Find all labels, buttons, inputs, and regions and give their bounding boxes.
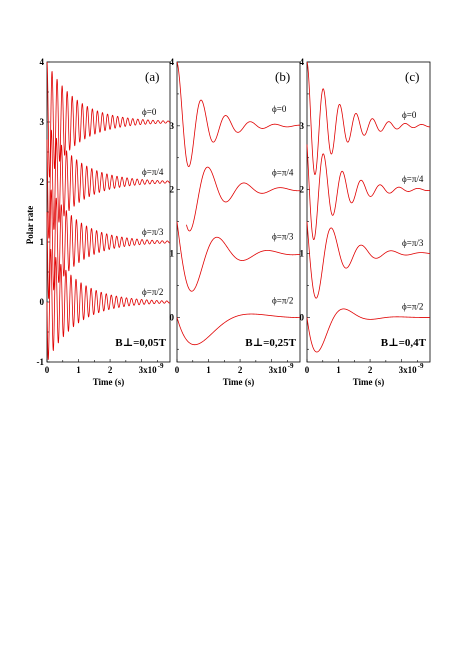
x-tick-label: 2 — [238, 365, 243, 375]
panel-tag: (c) — [405, 69, 419, 84]
y-tick-label: 1 — [300, 248, 305, 258]
x-tick-label: 0 — [305, 365, 310, 375]
panel-frame — [176, 61, 301, 363]
panel-frame — [306, 61, 431, 363]
y-tick-label: 2 — [170, 185, 175, 195]
y-tick-label: 0 — [300, 312, 305, 322]
series-line-2 — [306, 144, 431, 241]
x-tick-label: 3x10 — [399, 365, 418, 375]
series-line-3 — [176, 221, 301, 292]
curve-label: ϕ=0 — [142, 107, 157, 117]
x-tick-label: 2 — [108, 365, 113, 375]
curve-label: ϕ=π/3 — [272, 231, 294, 241]
series-line-3 — [306, 221, 431, 299]
y-tick-label: 2 — [300, 185, 305, 195]
series-line-1 — [46, 61, 171, 178]
y-tick-label: 4 — [300, 57, 305, 67]
panel-tag: (a) — [145, 69, 159, 84]
curve-label: ϕ=π/4 — [272, 168, 294, 178]
curve-label: ϕ=π/2 — [272, 295, 293, 305]
series-line-2 — [186, 166, 301, 232]
y-tick-label: 3 — [300, 121, 305, 131]
x-axis-label: Time (s) — [353, 377, 385, 387]
y-tick-label: 0 — [40, 297, 45, 307]
field-label: B⊥=0,25T — [245, 337, 296, 349]
curve-label: ϕ=π/2 — [142, 287, 163, 297]
panel-c: 0 1 2 3 4 0 1 2 3x10 -9 Time (s) (c) B⊥=0,4T ϕ=0 ϕ=π/4… — [300, 57, 431, 387]
x-tick-label: 3x10 — [139, 365, 158, 375]
series-line-4 — [46, 248, 171, 360]
x-exponent: -9 — [288, 362, 294, 370]
y-tick-label: 0 — [170, 312, 175, 322]
series-line-4 — [306, 308, 431, 353]
x-tick-label: 0 — [175, 365, 180, 375]
x-tick-label: 1 — [336, 365, 341, 375]
y-tick-label: 2 — [40, 177, 45, 187]
x-tick-label: 1 — [206, 365, 211, 375]
series-line-1 — [176, 61, 301, 167]
curve-label: ϕ=π/4 — [142, 167, 164, 177]
series-line-3 — [46, 189, 171, 299]
curve-label: ϕ=π/2 — [402, 302, 423, 312]
curve-label: ϕ=0 — [272, 104, 287, 114]
series-line-4 — [176, 313, 301, 346]
x-tick-label: 0 — [45, 365, 50, 375]
x-axis-label: Time (s) — [223, 377, 255, 387]
x-tick-label: 3x10 — [269, 365, 288, 375]
curve-label: ϕ=π/3 — [402, 238, 424, 248]
x-tick-label: 2 — [368, 365, 373, 375]
series-line-2 — [46, 129, 171, 239]
series-line-1 — [306, 61, 431, 175]
curve-label: ϕ=π/3 — [142, 227, 164, 237]
y-tick-label: 4 — [40, 57, 45, 67]
y-axis-label: Polar rate — [25, 206, 35, 245]
panel-b: 0 1 2 3 4 0 1 2 3x10 -9 Time (s) (b) B⊥=0,25T ϕ=0 ϕ=π/… — [170, 57, 301, 387]
y-tick-label: 4 — [170, 57, 175, 67]
curve-label: ϕ=0 — [402, 110, 417, 120]
y-tick-label: 3 — [40, 117, 45, 127]
y-tick-label: 3 — [170, 121, 175, 131]
field-label: B⊥=0,4T — [381, 337, 427, 349]
y-tick-label: -1 — [37, 357, 45, 367]
x-exponent: -9 — [418, 362, 424, 370]
y-tick-label: 1 — [170, 248, 175, 258]
x-axis-label: Time (s) — [93, 377, 125, 387]
x-tick-label: 1 — [76, 365, 81, 375]
x-exponent: -9 — [158, 362, 164, 370]
curve-label: ϕ=π/4 — [402, 174, 424, 184]
field-label: B⊥=0,05T — [115, 337, 166, 349]
panel-tag: (b) — [275, 69, 290, 84]
y-tick-label: 1 — [40, 237, 45, 247]
